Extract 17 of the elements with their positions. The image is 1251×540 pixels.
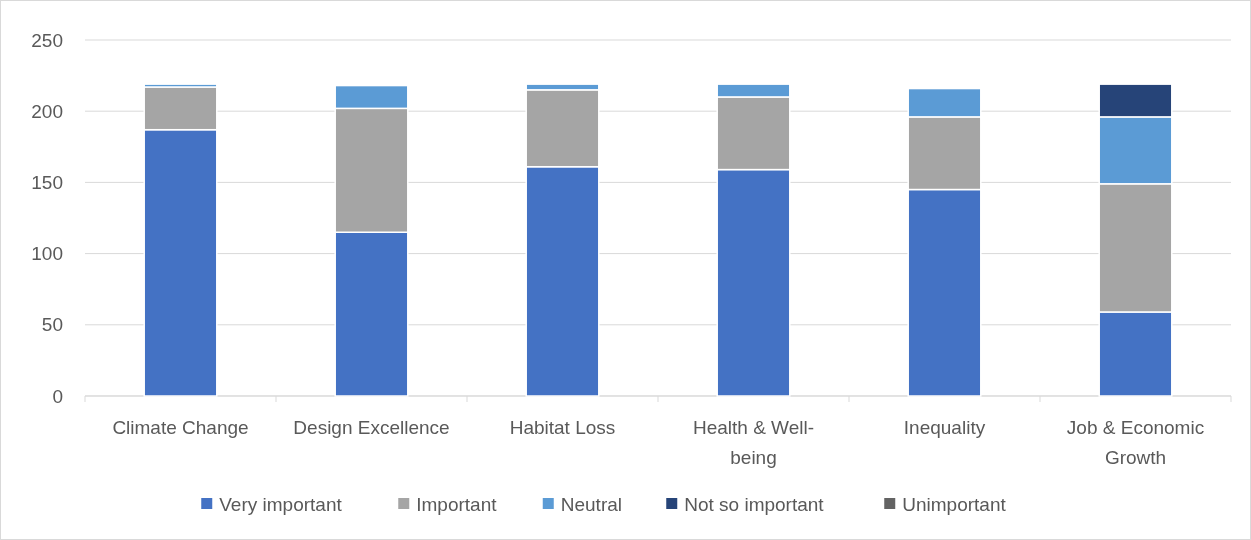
y-tick-label: 150 bbox=[31, 172, 63, 194]
legend-label: Not so important bbox=[684, 493, 825, 515]
x-tick-label: Inequality bbox=[903, 417, 986, 438]
legend-label: Important bbox=[416, 493, 498, 515]
y-tick-label: 100 bbox=[31, 243, 63, 265]
y-tick-label: 50 bbox=[41, 314, 63, 336]
x-tick-label: Design Excellence bbox=[293, 417, 450, 438]
y-tick-label: 250 bbox=[31, 29, 63, 51]
x-tick-label: Habitat Loss bbox=[509, 417, 616, 438]
y-tick-label: 200 bbox=[31, 100, 63, 122]
y-tick-label: 0 bbox=[52, 385, 63, 407]
legend-label: Unimportant bbox=[902, 493, 1007, 515]
x-tick-label: Health & Well-being bbox=[692, 417, 815, 468]
x-tick-label: Job & Economic Growth bbox=[1066, 417, 1205, 468]
legend-label: Neutral bbox=[560, 493, 622, 515]
legend-label: Very important bbox=[219, 493, 343, 515]
x-tick-label: Climate Change bbox=[112, 417, 249, 438]
